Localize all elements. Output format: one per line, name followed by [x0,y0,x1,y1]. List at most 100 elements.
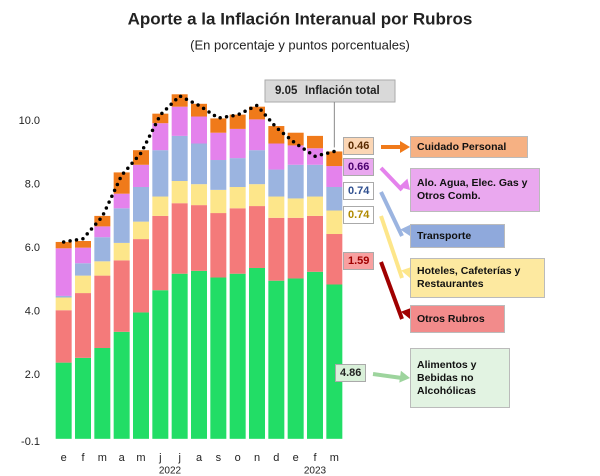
y-tick-label: 6.0 [25,242,40,254]
y-tick-label: 2.0 [25,369,40,381]
legend-arrow [379,166,404,192]
bar-segment [210,189,227,214]
bar-segment [152,196,169,216]
bar-segment [133,239,149,313]
bar-segment [55,362,72,439]
bar-segment [55,241,72,249]
bar-segment [307,271,323,439]
bar-segment [210,213,227,278]
bar-segment [249,206,265,268]
legend-arrow [379,261,404,320]
bar-segment [133,164,149,188]
y-tick-label: 4.0 [25,306,40,318]
bar-segment [249,119,265,151]
annotation-value: 9.05 [275,85,298,97]
bar-segment [113,172,130,194]
annotation-text: Inflación total [305,85,380,97]
year-label: 2022 [159,466,182,476]
value-label: 4.86 [335,364,367,382]
bar-segment [133,312,149,439]
total-line [61,93,337,244]
legend-entry: Alo. Agua, Elec. Gas y Otros Comb. [410,168,540,212]
value-label: 0.66 [343,158,375,176]
bar-segment [152,215,169,291]
bar-segment [55,297,72,311]
x-tick-label: o [235,452,241,464]
value-label: 0.46 [343,137,375,155]
bar-segment [75,275,91,294]
bar-segment [326,234,343,285]
bar-segment [307,164,323,197]
bar-segment [94,215,111,227]
bar-segment [249,150,265,185]
value-label: 0.74 [343,206,375,224]
value-label: 0.74 [343,182,375,200]
x-tick-label: s [216,452,222,464]
bar-segment [113,193,130,209]
x-tick-label: j [158,452,161,464]
bar-segment [171,94,188,107]
bar-segment [268,169,285,197]
x-tick-label: n [254,452,260,464]
legend-entry: Transporte [410,224,505,248]
legend-entry: Hoteles, Cafeterías y Restaurantes [410,258,545,298]
bar-segment [55,310,72,363]
bar-segment [268,126,285,144]
bar-segment [94,237,111,262]
bar-segment [287,164,304,199]
bar-segment [191,116,207,144]
bar-segment [133,221,149,240]
bar-segment [307,215,323,272]
bar-segment [229,273,246,439]
legend-entry: Cuidado Personal [410,136,528,158]
bar-segment [287,198,304,218]
bar-segment [94,226,111,238]
x-tick-label: f [313,452,317,464]
bar-segment [191,143,207,185]
x-tick-label: a [196,452,203,464]
x-tick-label: d [273,452,279,464]
year-label: 2023 [304,466,327,476]
legend-arrow-head [400,141,410,153]
bar-segment [152,123,169,151]
legend-entry: Otros Rubros [410,305,505,333]
bar-segment [113,260,130,332]
x-tick-label: e [61,452,67,464]
bar-segment [210,277,227,439]
x-tick-label: e [293,452,299,464]
bar-segment [191,270,207,439]
bar-segment [249,184,265,207]
legend-arrow-head [399,370,410,383]
bar-segment [287,132,304,146]
bar-segment [75,293,91,358]
bar-segment [268,143,285,170]
bar-segment [326,284,343,439]
bar-segment [210,160,227,190]
bar-segment [133,150,149,165]
bar-segment [326,151,343,167]
legend-entry: Alimentos y Bebidas no Alcohólicas [410,348,510,408]
y-tick-label: 8.0 [25,179,40,191]
bar-segment [326,166,343,188]
bar-segment [287,278,304,439]
legend-arrow [379,215,404,279]
y-tick-label: -0.1 [21,436,40,448]
bar-segment [249,267,265,439]
bar-segment [191,205,207,271]
bar-segment [75,357,91,439]
bar-segment [94,261,111,276]
bar-segment [326,210,343,235]
bar-segment [287,217,304,279]
bar-segment [75,240,91,248]
bar-segment [171,180,188,204]
x-tick-label: a [119,452,126,464]
bar-segment [171,106,188,136]
bar-segment [133,187,149,222]
bar-segment [268,280,285,439]
bar-segment [268,217,285,281]
legend-arrow-head [398,178,410,190]
bar-segment [268,196,285,218]
bar-segment [75,263,91,276]
